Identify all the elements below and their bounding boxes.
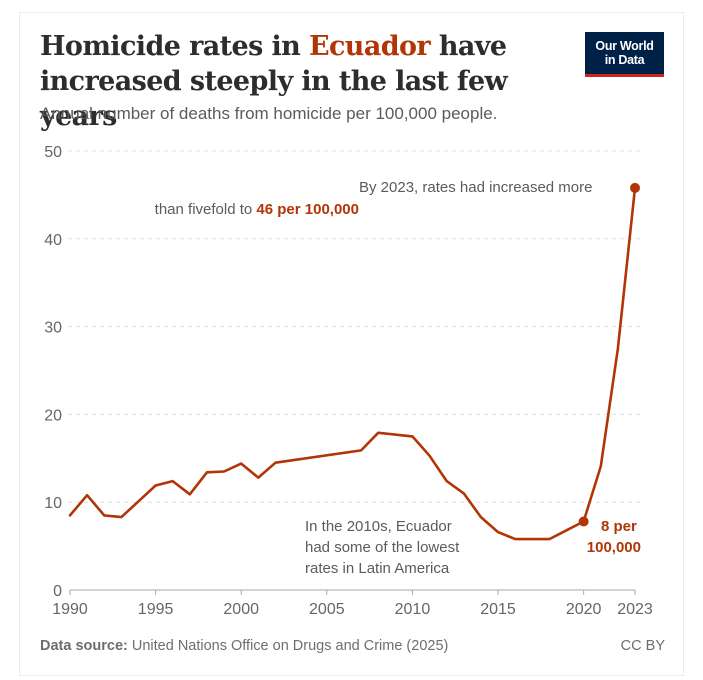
x-tick-label: 2015	[480, 601, 516, 618]
title-suffix: have increased steeply in the last few y…	[40, 31, 508, 132]
chart-title: Homicide rates in Ecuador have increased…	[40, 29, 580, 134]
chart-subtitle: Annual number of deaths from homicide pe…	[40, 104, 498, 123]
x-tick-label: 1990	[52, 601, 88, 618]
y-tick-label: 0	[53, 583, 62, 600]
y-tick-label: 20	[44, 407, 62, 424]
x-tick-label: 2020	[566, 601, 602, 618]
data-source: Data source: United Nations Office on Dr…	[40, 638, 448, 654]
annotation-2010s-line-3: rates in Latin America	[305, 560, 450, 577]
x-tick-label: 1995	[138, 601, 174, 618]
owid-logo[interactable]: Our World in Data	[585, 32, 664, 77]
x-tick-label: 2005	[309, 601, 345, 618]
annotation-2020-value: 8 per 100,000	[587, 518, 641, 556]
point-marker-2020[interactable]	[578, 516, 589, 527]
annotation-2023-highlight: 46 per 100,000	[256, 201, 359, 218]
annotation-2010s-line-2: had some of the lowest	[305, 539, 460, 556]
annotation-2010s: In the 2010s, Ecuador had some of the lo…	[305, 518, 463, 577]
title-highlight: Ecuador	[308, 31, 431, 62]
license-link[interactable]: CC BY	[620, 638, 665, 654]
x-tick-label: 2023	[617, 601, 653, 618]
annotation-2023-line-1: By 2023, rates had increased more	[359, 179, 592, 196]
x-axis: 1990 1995 2000 2005 2010 2015 2020 2023	[52, 589, 653, 618]
annotation-2023-line-2: than fivefold to	[155, 201, 257, 218]
y-tick-label: 10	[44, 495, 62, 512]
x-tick-label: 2010	[395, 601, 431, 618]
annotation-2023: By 2023, rates had increased more than f…	[155, 179, 597, 218]
y-tick-label: 30	[44, 320, 62, 337]
logo-line-2: in Data	[604, 53, 645, 67]
title-prefix: Homicide rates in	[40, 31, 309, 62]
annotation-2010s-line-1: In the 2010s, Ecuador	[305, 518, 452, 535]
chart-card: Homicide rates in Ecuador have increased…	[19, 12, 684, 676]
source-text: United Nations Office on Drugs and Crime…	[127, 638, 449, 654]
source-label: Data source:	[40, 638, 128, 654]
annotations-layer: By 2023, rates had increased more than f…	[155, 179, 641, 577]
annotation-2020-line-2: 100,000	[587, 539, 641, 556]
y-tick-label: 50	[44, 144, 62, 161]
series-line-ecuador[interactable]	[68, 186, 637, 541]
x-tick-label: 2000	[223, 601, 259, 618]
y-tick-label: 40	[44, 232, 62, 249]
y-axis: 0 10 20 30 40 50	[44, 144, 62, 600]
annotation-2020-line-1: 8 per	[601, 518, 637, 535]
logo-line-1: Our World	[595, 39, 654, 53]
point-marker-2023[interactable]	[630, 182, 640, 193]
series-layer	[68, 182, 640, 541]
